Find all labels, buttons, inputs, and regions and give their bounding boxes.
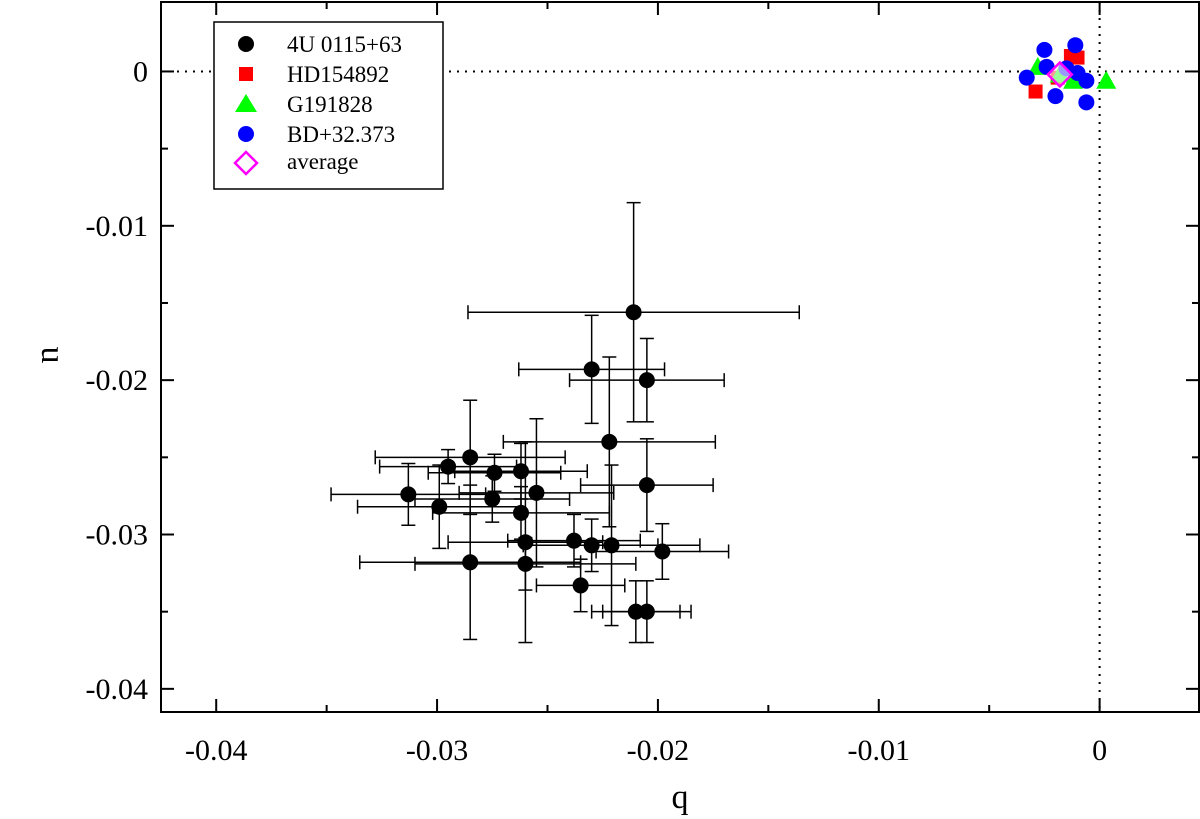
legend-item-g191828: G191828 [235, 92, 373, 117]
data-point-circle [572, 577, 589, 594]
legend-marker-magenta-diamond [233, 150, 259, 176]
y-tick-label: -0.01 [86, 210, 149, 243]
x-tick-label: -0.03 [406, 734, 469, 767]
data-point-circle [517, 555, 534, 572]
data-markers [400, 37, 1117, 620]
data-point-circle [638, 477, 655, 494]
legend-label: HD154892 [287, 62, 389, 87]
data-point-circle [601, 433, 618, 450]
x-tick-label: 0 [1092, 734, 1107, 767]
legend-label: BD+32.373 [287, 122, 395, 147]
data-point-circle [625, 304, 642, 321]
data-point-circle [484, 491, 501, 507]
error-bars [330, 201, 801, 644]
data-point-circle [654, 543, 671, 560]
data-point-square [1028, 84, 1043, 99]
legend-label: 4U 0115+63 [287, 32, 402, 57]
data-point-circle [565, 532, 582, 549]
data-point-circle [528, 484, 545, 501]
legend-item-4u-0115: 4U 0115+63 [238, 32, 402, 57]
legend: 4U 0115+63 HD154892 G191828 BD+32.373 av… [213, 21, 444, 190]
data-point-circle [512, 504, 529, 521]
legend-item-average: average [233, 149, 359, 176]
data-point-square [1070, 50, 1085, 65]
legend-marker-green-triangle [235, 94, 257, 112]
data-point-circle [517, 534, 534, 551]
legend-label: average [287, 149, 359, 174]
data-point-circle [638, 603, 655, 620]
data-point-circle [638, 372, 655, 389]
x-tick-label: -0.02 [627, 734, 690, 767]
y-tick-label: -0.04 [86, 673, 149, 706]
data-point-circle [1078, 94, 1095, 111]
data-point-diamond [1046, 60, 1074, 89]
data-point-circle [627, 603, 644, 620]
plot-border [160, 1, 1200, 713]
data-point-circle [462, 554, 479, 571]
legend-marker-blue-circle [238, 126, 254, 142]
data-point-circle [486, 464, 503, 481]
axis-ticks: -0.04 -0.03 -0.02 -0.01 0 -0.04 -0.03 -0.02 -0.0… [86, 2, 1199, 767]
data-point-circle [431, 498, 448, 515]
data-point-circle [1047, 88, 1064, 105]
legend-marker-red-square [239, 67, 253, 81]
legend-item-hd154892: HD154892 [239, 62, 389, 87]
data-point-circle [440, 458, 457, 475]
legend-label: G191828 [287, 92, 373, 117]
data-point-circle [400, 486, 417, 503]
data-point-triangle [1096, 70, 1117, 89]
plot-frame [160, 1, 1200, 713]
data-point-circle [1018, 69, 1035, 86]
data-point-circle [603, 537, 620, 554]
x-axis-label: q [672, 779, 689, 816]
data-point-circle [1067, 37, 1084, 54]
data-point-circle [1036, 41, 1053, 58]
y-tick-label: -0.03 [86, 519, 149, 552]
data-point-circle [512, 463, 529, 480]
legend-marker-black-circle [238, 36, 254, 52]
x-tick-label: -0.01 [848, 734, 911, 767]
y-tick-label: -0.02 [86, 364, 149, 397]
data-point-triangle [1063, 70, 1084, 89]
data-point-circle [583, 537, 600, 554]
data-point-circle [1078, 72, 1095, 89]
y-axis-label: u [34, 347, 71, 364]
data-point-circle [583, 361, 600, 378]
y-tick-label: 0 [133, 55, 148, 88]
legend-item-bd32373: BD+32.373 [238, 122, 395, 147]
x-tick-label: -0.04 [185, 734, 248, 767]
data-point-circle [462, 449, 479, 466]
